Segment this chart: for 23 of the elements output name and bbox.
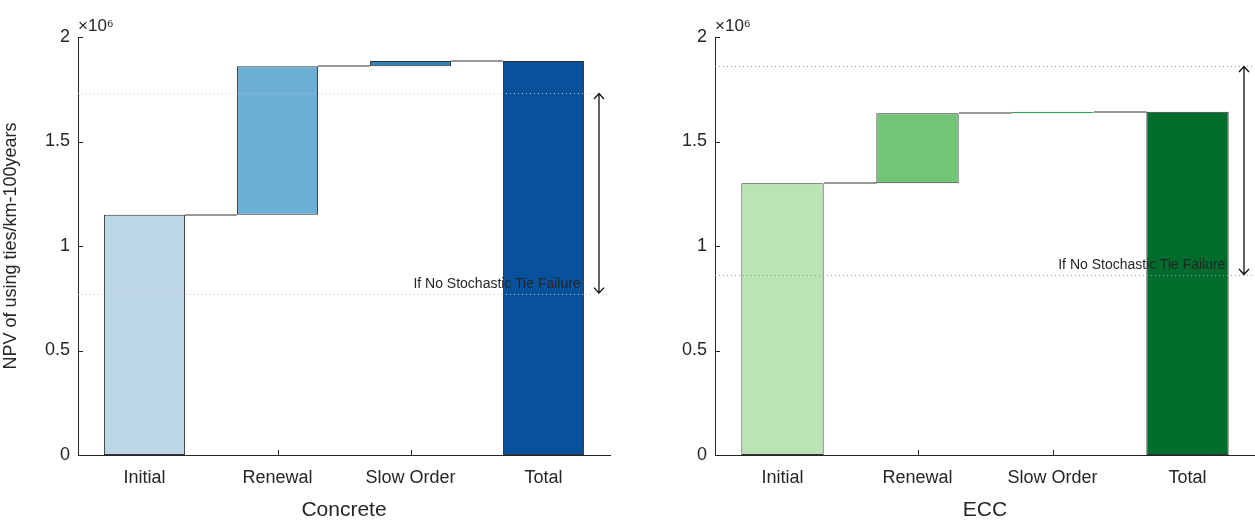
y-tick-label: 2	[696, 25, 707, 46]
x-tick-label: Total	[1168, 466, 1207, 487]
x-tick-label: Initial	[123, 466, 166, 487]
y-tick-label: 2	[59, 25, 70, 46]
x-axis-title: Concrete	[301, 497, 387, 521]
text: ×10⁶	[715, 16, 751, 35]
x-tick-label: Renewal	[242, 466, 313, 487]
x-tick-label: Slow Order	[365, 466, 456, 487]
y-tick-label: 1.5	[681, 130, 707, 151]
x-axis-title: ECC	[962, 497, 1008, 521]
y-tick-label: 1	[59, 234, 70, 255]
y-axis-title: NPV of using ties/km-100years	[0, 122, 20, 370]
x-tick-label: Initial	[761, 466, 804, 487]
y-tick-label: 1	[696, 234, 707, 255]
y-tick-label: 0.5	[681, 339, 707, 360]
y-tick-label: 0	[59, 443, 70, 464]
x-tick-label: Slow Order	[1007, 466, 1098, 487]
x-tick-label: Renewal	[882, 466, 953, 487]
y-tick-label: 0	[696, 443, 707, 464]
x-tick-label: Total	[524, 466, 563, 487]
y-tick-label: 0.5	[44, 339, 70, 360]
y-tick-label: 1.5	[44, 130, 70, 151]
text: ×10⁶	[78, 16, 114, 35]
